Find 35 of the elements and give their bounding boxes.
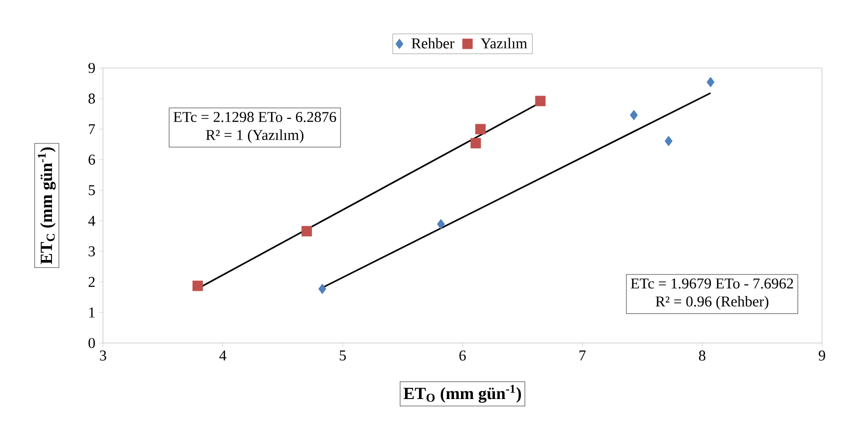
y-tick-label: 7 (88, 124, 96, 134)
y-tick-label: 3 (88, 246, 95, 256)
annotation: R² = 1 (Yazılım) (206, 130, 304, 144)
y-tick-label: 0 (88, 338, 95, 348)
y-tick-label: 9 (88, 62, 95, 74)
y-tick-label: 6 (88, 154, 96, 165)
point (318, 284, 326, 294)
y-tick-label: 8 (88, 94, 95, 104)
x-tick-label: 8 (698, 350, 706, 361)
legend-label: Yazılım (480, 38, 528, 48)
y-axis-title: ET$_{C}$ (mm gün$^{-1}$) (38, 147, 56, 264)
annotation: ETc = 2.1298 ETo - 6.2876 (174, 112, 336, 122)
point (302, 226, 312, 236)
y-tick-label: 1 (89, 308, 95, 318)
point (436, 218, 445, 230)
y-tick-label: 4 (88, 216, 96, 226)
point (470, 138, 481, 148)
x-tick-label: 9 (818, 350, 826, 361)
annotation: ETc = 1.9679 ETo - 7.6962 (630, 278, 793, 289)
point (706, 76, 715, 88)
x-tick-label: 5 (340, 350, 346, 360)
annotation: R² = 0.96 (Rehber) (656, 296, 768, 310)
point (664, 136, 673, 146)
y-tick-label: 5 (88, 185, 95, 196)
legend-label: Rehber (412, 38, 454, 48)
y-tick-label: 2 (88, 276, 95, 287)
x-tick-label: 6 (459, 350, 466, 361)
x-axis-title: ET$_{O}$ (mm gün$^{-1}$) (404, 384, 521, 403)
point (192, 280, 203, 292)
x-tick-label: 4 (219, 350, 226, 360)
point (475, 124, 486, 134)
x-tick-label: 7 (580, 350, 586, 360)
point (535, 96, 546, 106)
point (630, 110, 638, 120)
x-tick-label: 3 (100, 350, 106, 361)
